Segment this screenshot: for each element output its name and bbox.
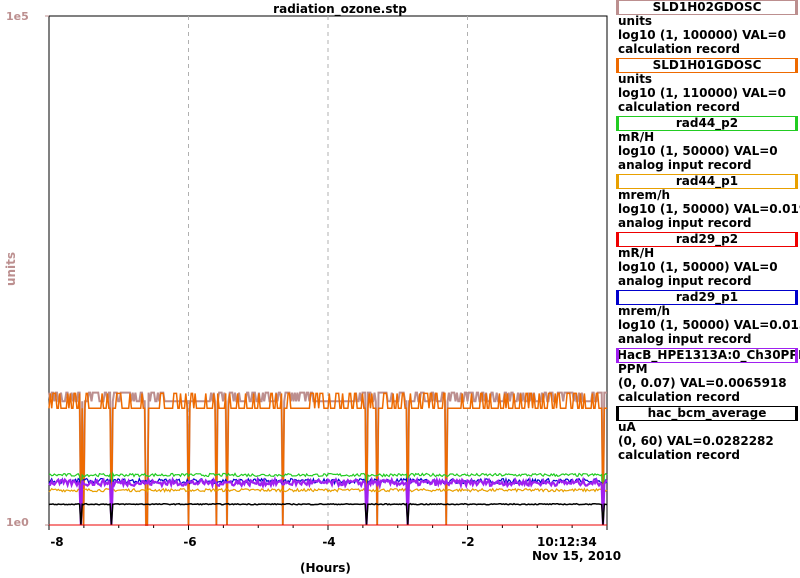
legend-series-name[interactable]: HacB_HPE1313A:0_Ch30PPM (616, 348, 800, 363)
legend-color-swatch (795, 0, 798, 15)
legend-entry[interactable]: rad44_p2 mR/H log10 (1, 50000) VAL=0 analog… (614, 116, 800, 174)
legend-range: log10 (1, 100000) VAL=0 (618, 28, 786, 42)
legend-color-swatch (616, 406, 619, 421)
legend-series-name[interactable]: hac_bcm_average (616, 406, 798, 421)
y-tick-label-top: 1e5 (6, 10, 29, 23)
legend-range: (0, 60) VAL=0.0282282 (618, 434, 774, 448)
series-line-hac-bcm-average (48, 502, 608, 526)
legend-entry[interactable]: SLD1H02GDOSC units log10 (1, 100000) VAL=0… (614, 0, 800, 58)
x-tick-label: -4 (322, 535, 336, 549)
legend-units: mR/H (618, 130, 655, 144)
legend-color-swatch (616, 116, 619, 131)
series-line-rad44-p1 (48, 487, 608, 526)
legend-color-swatch (616, 290, 619, 305)
legend-color-swatch (795, 406, 798, 421)
x-axis-label: (Hours) (300, 561, 351, 575)
legend-units: units (618, 72, 653, 86)
y-tick-label-bottom: 1e0 (6, 516, 29, 529)
legend-record: analog input record (618, 274, 752, 288)
series-line-sld1h01gdosc (48, 392, 607, 526)
legend-range: log10 (1, 50000) VAL=0 (618, 260, 778, 274)
x-tick-label: -6 (183, 535, 197, 549)
legend-entry[interactable]: hac_bcm_average uA (0, 60) VAL=0.0282282 ca… (614, 406, 800, 464)
legend-range: log10 (1, 50000) VAL=0 (618, 144, 778, 158)
series-line-hacb-hpe1313a (48, 475, 608, 526)
legend-series-name[interactable]: rad44_p1 (616, 174, 798, 189)
legend-color-swatch (795, 290, 798, 305)
legend-color-swatch (616, 58, 619, 73)
legend-color-swatch (616, 0, 619, 15)
legend-color-swatch (795, 232, 798, 247)
legend-color-swatch (795, 348, 798, 363)
legend-color-swatch (616, 232, 619, 247)
legend-color-swatch (616, 348, 619, 363)
legend-entry[interactable]: rad29_p1 mrem/h log10 (1, 50000) VAL=0.015… (614, 290, 800, 348)
chart-title: radiation_ozone.stp (273, 2, 407, 16)
legend-record: analog input record (618, 158, 752, 172)
series-line-rad44-p2 (48, 471, 608, 526)
legend-color-swatch (795, 174, 798, 189)
legend-series-name[interactable]: rad29_p1 (616, 290, 798, 305)
end-time-label: 10:12:34 (537, 535, 597, 549)
legend-units: PPM (618, 362, 648, 376)
legend-entry[interactable]: rad44_p1 mrem/h log10 (1, 50000) VAL=0.019… (614, 174, 800, 232)
legend-entry[interactable]: SLD1H01GDOSC units log10 (1, 110000) VAL=0… (614, 58, 800, 116)
legend-units: mR/H (618, 246, 655, 260)
legend-range: log10 (1, 50000) VAL=0.019 (618, 202, 800, 216)
legend-entry[interactable]: rad29_p2 mR/H log10 (1, 50000) VAL=0 analog… (614, 232, 800, 290)
end-date-label: Nov 15, 2010 (532, 549, 622, 563)
legend-record: analog input record (618, 216, 752, 230)
legend-range: log10 (1, 50000) VAL=0.0157 (618, 318, 800, 332)
legend-record: calculation record (618, 100, 740, 114)
legend-series-name[interactable]: rad29_p2 (616, 232, 798, 247)
legend-color-swatch (616, 174, 619, 189)
legend-range: log10 (1, 110000) VAL=0 (618, 86, 786, 100)
legend: SLD1H02GDOSC units log10 (1, 100000) VAL=0… (614, 0, 800, 464)
legend-series-name[interactable]: SLD1H01GDOSC (616, 58, 798, 73)
legend-series-name[interactable]: SLD1H02GDOSC (616, 0, 798, 15)
plot-area (45, 15, 608, 530)
legend-record: calculation record (618, 390, 740, 404)
legend-range: (0, 0.07) VAL=0.0065918 (618, 376, 787, 390)
legend-series-name[interactable]: rad44_p2 (616, 116, 798, 131)
legend-units: uA (618, 420, 636, 434)
legend-entry[interactable]: HacB_HPE1313A:0_Ch30PPM PPM (0, 0.07) VAL=… (614, 348, 800, 406)
legend-color-swatch (795, 116, 798, 131)
legend-record: analog input record (618, 332, 752, 346)
x-tick-label: -2 (461, 535, 475, 549)
legend-units: mrem/h (618, 304, 670, 318)
legend-record: calculation record (618, 42, 740, 56)
x-tick-label: -8 (50, 535, 64, 549)
legend-record: calculation record (618, 448, 740, 462)
legend-units: mrem/h (618, 188, 670, 202)
legend-color-swatch (795, 58, 798, 73)
legend-units: units (618, 14, 653, 28)
